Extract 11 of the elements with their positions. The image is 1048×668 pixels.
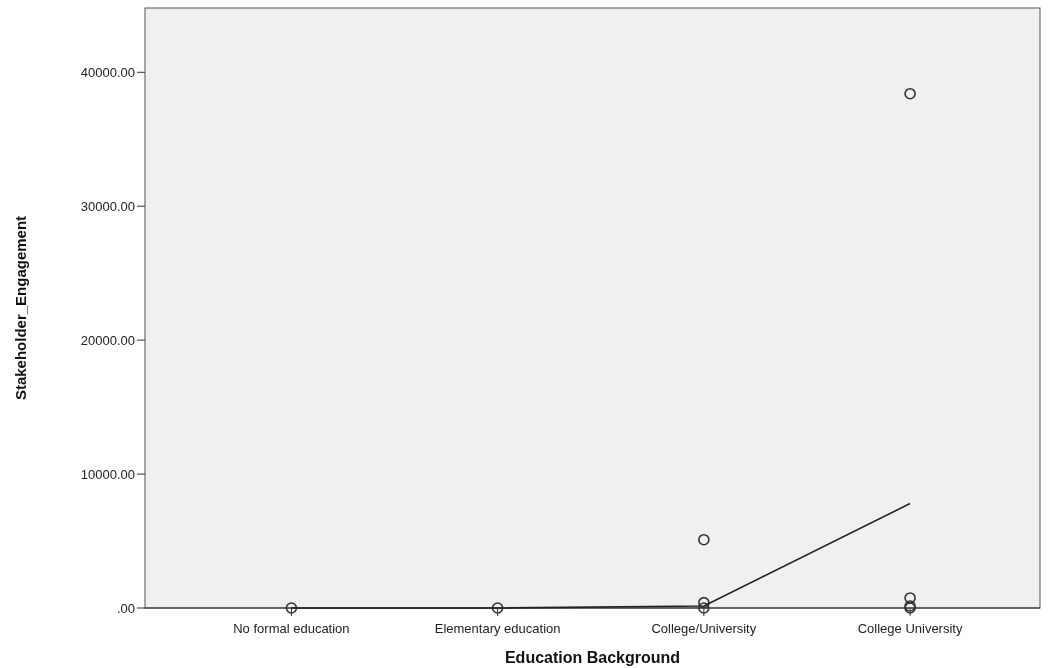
x-tick-label: College/University [651,621,757,636]
x-tick-label: Elementary education [434,621,561,636]
y-axis-title: Stakeholder_Engagement [12,215,29,401]
y-tick-label: 40000.00 [80,64,135,80]
y-tick-label: 10000.00 [80,466,135,482]
x-tick-label: No formal education [233,621,350,636]
y-tick-label: 30000.00 [80,198,135,214]
y-tick-label: .00 [116,600,135,616]
x-tick-label: College University [857,621,963,636]
y-tick-label: 20000.00 [80,332,135,348]
x-axis-title: Education Background [504,649,681,666]
